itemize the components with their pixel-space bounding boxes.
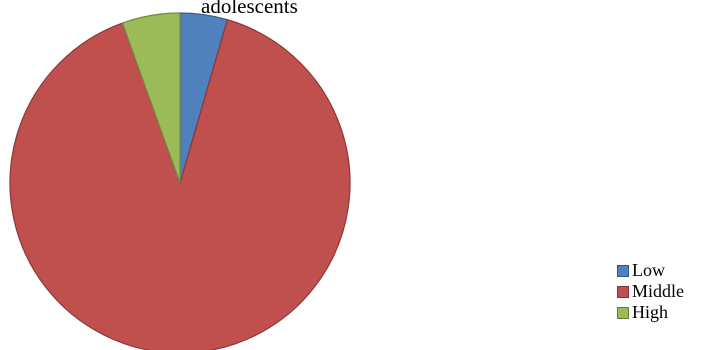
legend-item-low: Low [617,260,684,281]
legend-item-high: High [617,302,684,323]
pie-slice-high [121,12,181,184]
legend-swatch-high [617,306,629,319]
legend-label-middle: Middle [632,281,684,301]
chart-title: adolescents [201,0,298,18]
legend-label-high: High [632,302,668,322]
legend-label-low: Low [632,260,665,280]
legend-item-middle: Middle [617,281,684,302]
legend: Low Middle High [617,260,684,323]
pie-slice-middle [9,19,351,350]
legend-swatch-middle [617,285,629,298]
legend-swatch-low [617,264,629,277]
